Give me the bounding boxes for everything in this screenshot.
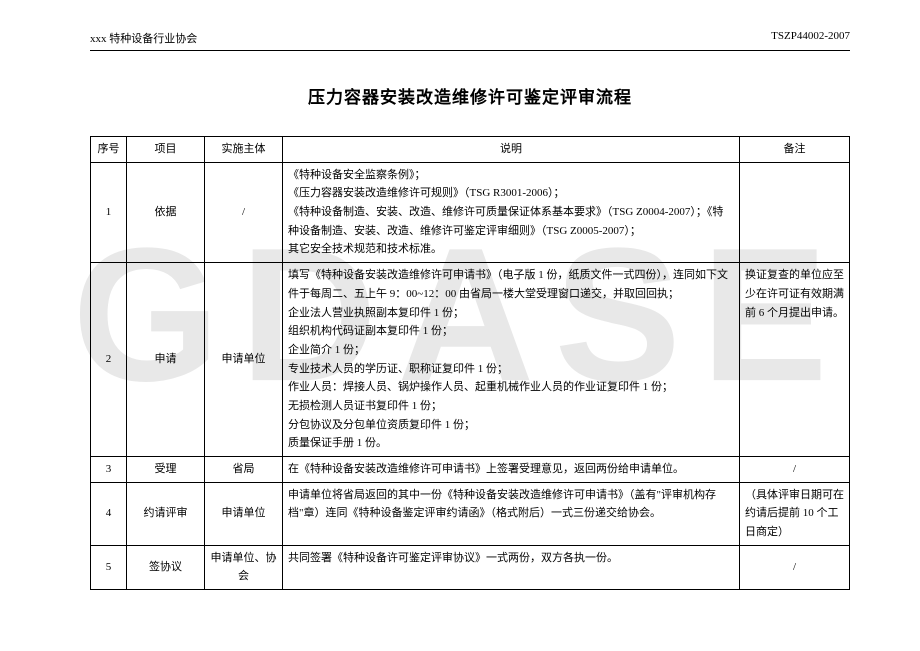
cell-subject: 申请单位 bbox=[205, 482, 283, 545]
col-header-desc: 说明 bbox=[283, 137, 740, 163]
document-title: 压力容器安装改造维修许可鉴定评审流程 bbox=[90, 83, 850, 108]
cell-item: 申请 bbox=[127, 263, 205, 457]
document-page: xxx 特种设备行业协会 TSZP44002-2007 压力容器安装改造维修许可… bbox=[0, 0, 920, 590]
cell-note: / bbox=[740, 545, 850, 589]
cell-note: 换证复查的单位应至少在许可证有效期满前 6 个月提出申请。 bbox=[740, 263, 850, 457]
col-header-seq: 序号 bbox=[91, 137, 127, 163]
cell-subject: / bbox=[205, 162, 283, 262]
cell-desc: 共同签署《特种设备许可鉴定评审协议》一式两份，双方各执一份。 bbox=[283, 545, 740, 589]
cell-desc: 申请单位将省局返回的其中一份《特种设备安装改造维修许可申请书》（盖有"评审机构存… bbox=[283, 482, 740, 545]
cell-item: 依据 bbox=[127, 162, 205, 262]
table-row: 1 依据 / 《特种设备安全监察条例》；《压力容器安装改造维修许可规则》（TSG… bbox=[91, 162, 850, 262]
header-left: xxx 特种设备行业协会 bbox=[90, 30, 197, 46]
cell-note bbox=[740, 162, 850, 262]
col-header-subject: 实施主体 bbox=[205, 137, 283, 163]
cell-subject: 申请单位 bbox=[205, 263, 283, 457]
cell-desc: 填写《特种设备安装改造维修许可申请书》（电子版 1 份，纸质文件一式四份），连同… bbox=[283, 263, 740, 457]
cell-item: 约请评审 bbox=[127, 482, 205, 545]
col-header-note: 备注 bbox=[740, 137, 850, 163]
col-header-item: 项目 bbox=[127, 137, 205, 163]
table-row: 3 受理 省局 在《特种设备安装改造维修许可申请书》上签署受理意见，返回两份给申… bbox=[91, 457, 850, 483]
table-header-row: 序号 项目 实施主体 说明 备注 bbox=[91, 137, 850, 163]
cell-desc: 《特种设备安全监察条例》；《压力容器安装改造维修许可规则》（TSG R3001-… bbox=[283, 162, 740, 262]
process-table: 序号 项目 实施主体 说明 备注 1 依据 / 《特种设备安全监察条例》；《压力… bbox=[90, 136, 850, 590]
cell-item: 受理 bbox=[127, 457, 205, 483]
cell-item: 签协议 bbox=[127, 545, 205, 589]
cell-note: / bbox=[740, 457, 850, 483]
cell-subject: 省局 bbox=[205, 457, 283, 483]
table-row: 2 申请 申请单位 填写《特种设备安装改造维修许可申请书》（电子版 1 份，纸质… bbox=[91, 263, 850, 457]
cell-subject: 申请单位、协会 bbox=[205, 545, 283, 589]
cell-seq: 2 bbox=[91, 263, 127, 457]
cell-desc: 在《特种设备安装改造维修许可申请书》上签署受理意见，返回两份给申请单位。 bbox=[283, 457, 740, 483]
cell-seq: 5 bbox=[91, 545, 127, 589]
table-row: 5 签协议 申请单位、协会 共同签署《特种设备许可鉴定评审协议》一式两份，双方各… bbox=[91, 545, 850, 589]
page-header: xxx 特种设备行业协会 TSZP44002-2007 bbox=[90, 30, 850, 51]
cell-seq: 4 bbox=[91, 482, 127, 545]
header-right: TSZP44002-2007 bbox=[771, 30, 850, 46]
table-row: 4 约请评审 申请单位 申请单位将省局返回的其中一份《特种设备安装改造维修许可申… bbox=[91, 482, 850, 545]
cell-note: （具体评审日期可在约请后提前 10 个工日商定） bbox=[740, 482, 850, 545]
cell-seq: 1 bbox=[91, 162, 127, 262]
cell-seq: 3 bbox=[91, 457, 127, 483]
